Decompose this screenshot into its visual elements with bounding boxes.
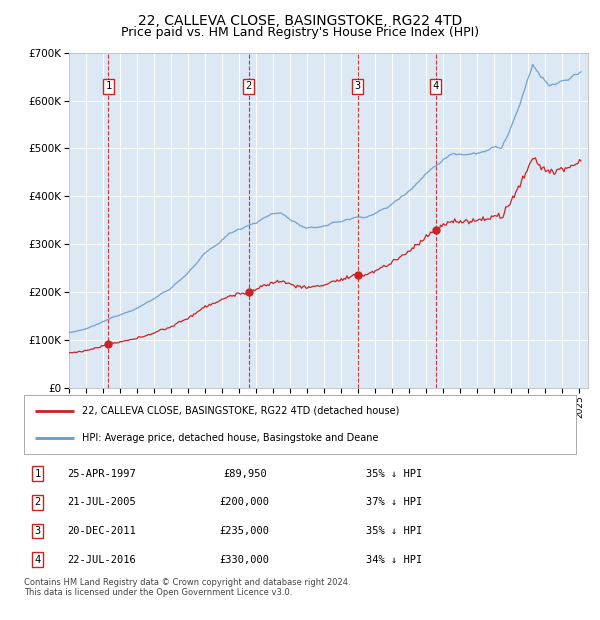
- Text: 3: 3: [355, 81, 361, 91]
- Text: 3: 3: [35, 526, 41, 536]
- Text: £200,000: £200,000: [220, 497, 270, 507]
- Text: 1: 1: [106, 81, 112, 91]
- Text: 4: 4: [35, 555, 41, 565]
- Text: 22, CALLEVA CLOSE, BASINGSTOKE, RG22 4TD (detached house): 22, CALLEVA CLOSE, BASINGSTOKE, RG22 4TD…: [82, 406, 400, 416]
- Text: 37% ↓ HPI: 37% ↓ HPI: [366, 497, 422, 507]
- Text: HPI: Average price, detached house, Basingstoke and Deane: HPI: Average price, detached house, Basi…: [82, 433, 379, 443]
- Text: 4: 4: [433, 81, 439, 91]
- Text: 25-APR-1997: 25-APR-1997: [67, 469, 136, 479]
- Text: 35% ↓ HPI: 35% ↓ HPI: [366, 526, 422, 536]
- Text: 1: 1: [35, 469, 41, 479]
- Text: 20-DEC-2011: 20-DEC-2011: [67, 526, 136, 536]
- Text: 22-JUL-2016: 22-JUL-2016: [67, 555, 136, 565]
- Text: Contains HM Land Registry data © Crown copyright and database right 2024.
This d: Contains HM Land Registry data © Crown c…: [24, 578, 350, 597]
- Text: £235,000: £235,000: [220, 526, 270, 536]
- Text: 35% ↓ HPI: 35% ↓ HPI: [366, 469, 422, 479]
- Text: £330,000: £330,000: [220, 555, 270, 565]
- Text: £89,950: £89,950: [223, 469, 266, 479]
- Text: 2: 2: [35, 497, 41, 507]
- Text: 2: 2: [245, 81, 251, 91]
- Text: 22, CALLEVA CLOSE, BASINGSTOKE, RG22 4TD: 22, CALLEVA CLOSE, BASINGSTOKE, RG22 4TD: [138, 14, 462, 28]
- Text: Price paid vs. HM Land Registry's House Price Index (HPI): Price paid vs. HM Land Registry's House …: [121, 26, 479, 39]
- Text: 21-JUL-2005: 21-JUL-2005: [67, 497, 136, 507]
- Text: 34% ↓ HPI: 34% ↓ HPI: [366, 555, 422, 565]
